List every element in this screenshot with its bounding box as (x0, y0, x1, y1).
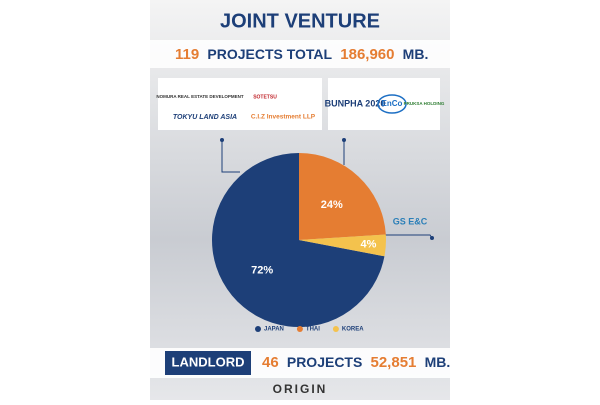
pointer-line (221, 140, 240, 173)
total-line: 119 PROJECTS TOTAL 186,960 MB. (175, 46, 428, 63)
partner-logo: C.I.Z Investment LLP (251, 114, 316, 121)
unit: MB. (403, 46, 429, 62)
partner-logo: NOMURA REAL ESTATE DEVELOPMENT (156, 94, 244, 99)
landlord-label: LANDLORD (172, 354, 245, 369)
total-amount: 186,960 (340, 46, 394, 63)
enco-ring (377, 94, 407, 114)
pie-slice (211, 153, 385, 327)
legend-label: JAPAN (264, 327, 284, 333)
slice-label: 72% (251, 264, 273, 276)
partner-logo: GS E&C (393, 216, 428, 226)
pie-slice (299, 153, 386, 240)
landlord-amount: 52,851 (371, 354, 417, 371)
partner-logo: EnCo (382, 99, 403, 108)
title: JOINT VENTURE (220, 10, 380, 32)
pie-chart: 72% 24% 4% (211, 153, 386, 327)
japan-logo-box (158, 78, 322, 130)
legend-swatch (296, 326, 303, 332)
unit: MB. (425, 354, 451, 370)
slice-label: 4% (361, 238, 377, 250)
thai-logo-box (328, 78, 440, 130)
pointer-dot (220, 138, 224, 142)
project-count: 119 (175, 46, 199, 63)
pointer-dot (342, 138, 346, 142)
partner-logo: BUNPHA 2020 (325, 98, 386, 108)
legend-swatch (255, 326, 261, 332)
partner-logo: PRUKSA HOLDING (404, 101, 445, 106)
legend-label: THAI (306, 327, 320, 333)
pie-slice (299, 234, 386, 257)
total-banner (150, 40, 450, 68)
legend-label: KOREA (342, 327, 364, 333)
legend: JAPAN THAI KOREA (255, 326, 364, 333)
partner-logo: TOKYU LAND ASIA (173, 114, 237, 121)
landlord-badge (165, 351, 251, 375)
brand: ORIGIN (273, 382, 328, 396)
landlord-count: 46 (262, 354, 279, 371)
partner-logo: SOTETSU (253, 94, 277, 100)
slice-label: 24% (321, 199, 343, 211)
count-label: PROJECTS (287, 354, 362, 370)
count-label: PROJECTS TOTAL (207, 46, 332, 62)
landlord-line: 46 PROJECTS 52,851 MB. (262, 354, 450, 371)
pointer-dot (430, 236, 434, 240)
legend-swatch (332, 326, 339, 332)
